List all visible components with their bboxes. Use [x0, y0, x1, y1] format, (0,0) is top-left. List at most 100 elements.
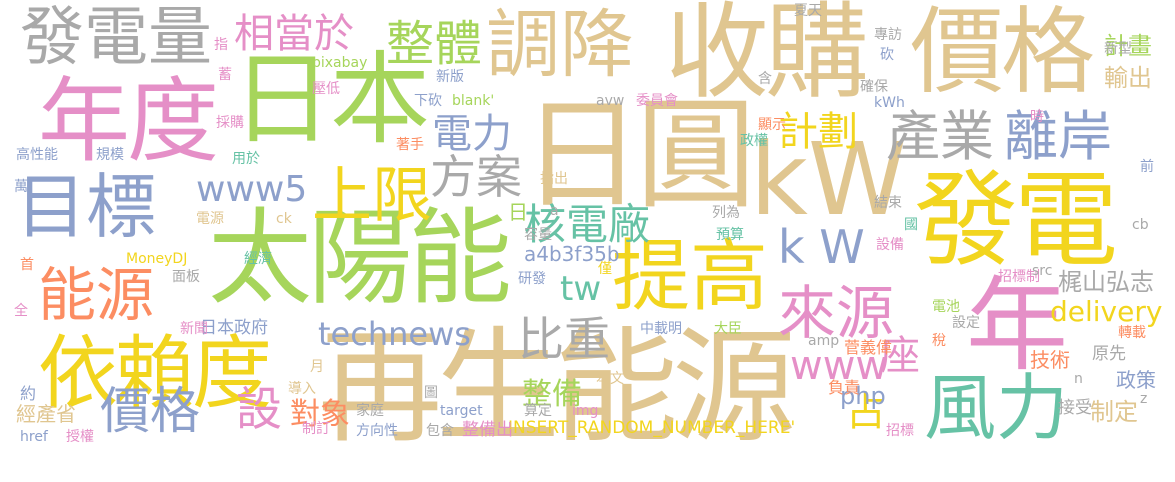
- word: 原先: [1092, 344, 1126, 364]
- word: kW: [750, 121, 907, 238]
- word: php: [840, 382, 886, 410]
- word: ck: [276, 211, 292, 227]
- word: 梶山弘志: [1058, 268, 1154, 296]
- word: 負責: [828, 378, 861, 397]
- word: 轉載: [1118, 325, 1146, 341]
- word: 政策: [1116, 368, 1156, 392]
- word: 計劃: [778, 109, 858, 155]
- word: k W: [778, 220, 865, 274]
- word: www: [790, 343, 889, 389]
- word: kWh: [874, 95, 905, 111]
- word: 招標制: [998, 269, 1040, 285]
- word: 設: [236, 382, 282, 436]
- word: 指: [214, 37, 228, 53]
- word: blank': [452, 93, 495, 109]
- word: 目標: [16, 166, 156, 248]
- word: 指出: [540, 171, 568, 187]
- word: 電池: [932, 299, 960, 315]
- word: 設定: [952, 315, 980, 331]
- word: 規模: [96, 147, 124, 163]
- word: 上限: [312, 161, 432, 231]
- word: 相當於: [234, 11, 354, 57]
- word: z: [1140, 391, 1148, 407]
- word: href: [20, 429, 48, 445]
- word: 能源: [38, 261, 155, 329]
- word: 家庭: [356, 403, 384, 419]
- word: 年: [966, 267, 1068, 386]
- word: 計畫: [1104, 32, 1152, 60]
- word: 容量: [524, 227, 552, 243]
- word: 菅義偉: [844, 338, 893, 357]
- word: avw: [596, 93, 625, 109]
- word: 包含: [426, 423, 454, 439]
- word: 風力: [924, 366, 1069, 450]
- word: 座: [880, 333, 920, 379]
- word: 設備: [876, 237, 904, 253]
- word: 稅: [932, 333, 946, 349]
- word: 制定: [1090, 398, 1138, 426]
- word: MoneyDJ: [126, 251, 188, 267]
- word: 用於: [232, 151, 260, 167]
- word: 技術: [1030, 348, 1070, 372]
- word: 產業: [886, 105, 994, 168]
- word: 收購: [665, 0, 869, 113]
- word: a4b3f35b: [524, 242, 620, 266]
- word: 方案: [430, 150, 522, 204]
- word: INSERT_RANDOM_NUMBER_HERE': [508, 418, 796, 438]
- word: 經產省: [16, 402, 76, 426]
- word: n: [1074, 371, 1083, 387]
- word: 夏天: [794, 3, 822, 19]
- word: 調降: [486, 2, 634, 88]
- word: 年度: [38, 68, 219, 175]
- word: pixabay: [312, 55, 368, 71]
- word: 日本政府: [200, 318, 268, 338]
- word: 顯示: [758, 117, 786, 133]
- word: 算定: [524, 403, 552, 419]
- word: 採購: [216, 115, 244, 131]
- word: 輸出: [1104, 64, 1152, 92]
- word: 蓄: [218, 67, 232, 83]
- word: 價格: [100, 382, 200, 440]
- word: 整備: [522, 377, 582, 412]
- word: 確保: [860, 79, 888, 95]
- word: 核電廠: [524, 200, 651, 249]
- word: 著手: [396, 137, 424, 153]
- word: 結束: [874, 195, 902, 211]
- word: 研發: [518, 271, 546, 287]
- word: 新型: [1104, 41, 1132, 57]
- word: 約: [20, 384, 37, 403]
- word: delivery: [1050, 295, 1163, 328]
- word: 離岸: [1004, 105, 1112, 168]
- word: 方向性: [356, 423, 398, 439]
- word: 價格: [910, 0, 1095, 107]
- word: 本文: [596, 371, 624, 387]
- word: www5: [196, 169, 308, 210]
- word: 專訪: [874, 27, 902, 43]
- word: 時: [1030, 109, 1044, 125]
- word: 占: [846, 389, 886, 435]
- word: 面板: [172, 269, 200, 285]
- word: 比重: [518, 312, 610, 366]
- word: 大臣: [714, 321, 742, 337]
- word: src: [1032, 263, 1053, 279]
- word: 月: [310, 359, 324, 375]
- word: 預算: [716, 227, 744, 243]
- word: cb: [1132, 217, 1149, 233]
- word: 砍: [880, 47, 894, 63]
- word: 壓低: [312, 81, 340, 97]
- word: 經濟: [244, 251, 272, 267]
- word: 招標: [886, 423, 914, 439]
- word: 太陽能: [208, 197, 512, 319]
- word: 中載明: [640, 321, 682, 337]
- word: 導入: [288, 381, 316, 397]
- word: 電源: [196, 211, 224, 227]
- word: 再生能源: [318, 316, 796, 460]
- word: 高性能: [16, 147, 58, 163]
- word: 委員會: [636, 93, 678, 109]
- word: 制訂: [302, 421, 330, 437]
- word: 列為: [712, 205, 740, 221]
- word: 含: [758, 71, 772, 87]
- word: 來源: [778, 279, 895, 347]
- word: 首: [20, 257, 34, 273]
- word: 對象: [290, 397, 350, 432]
